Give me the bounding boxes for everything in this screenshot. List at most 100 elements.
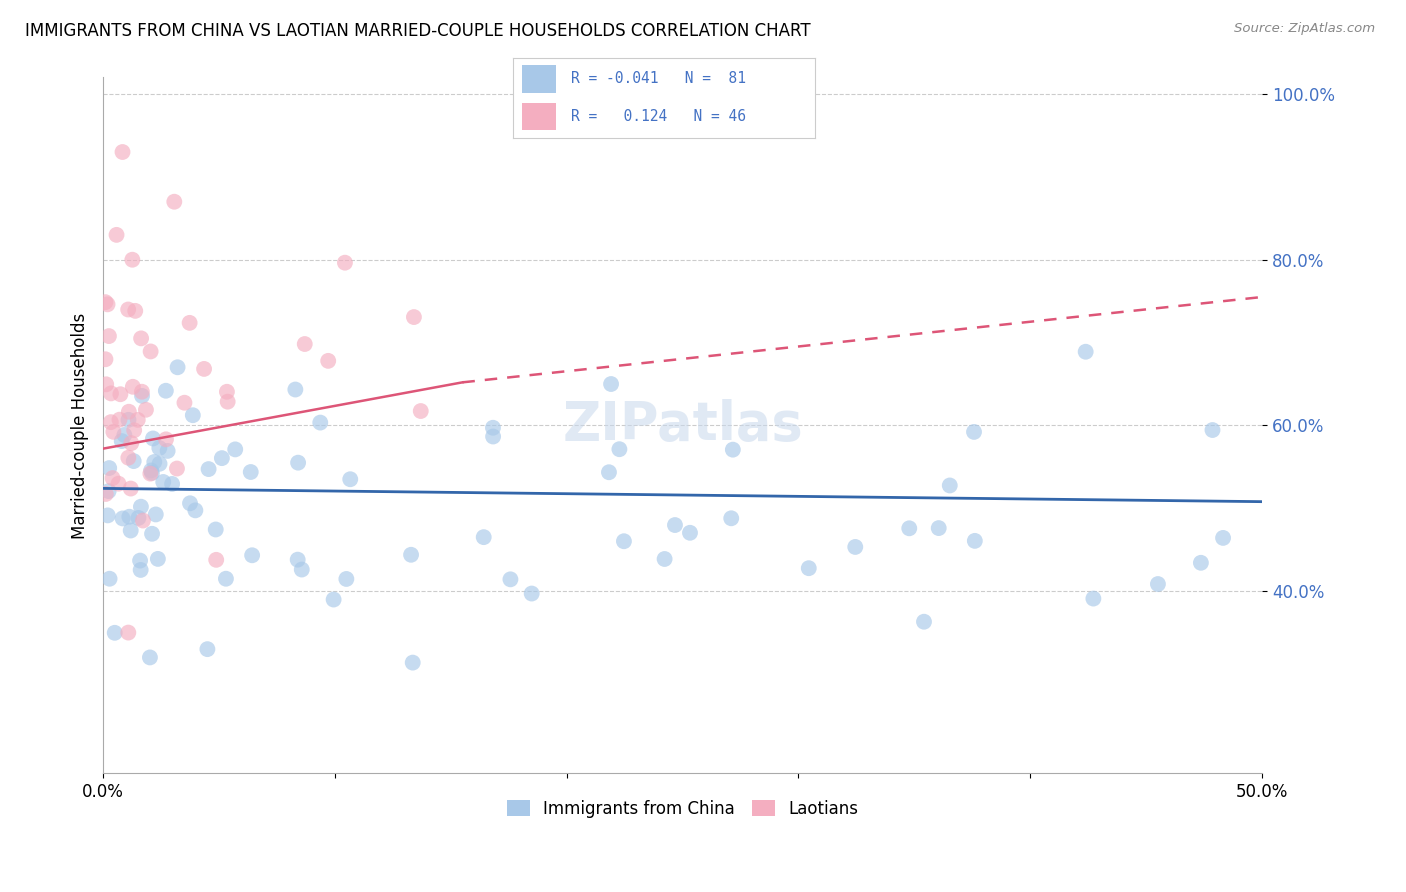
Point xyxy=(963,533,986,548)
Point xyxy=(499,572,522,586)
Point xyxy=(211,451,233,466)
Point xyxy=(94,295,117,310)
Point xyxy=(291,562,314,576)
Point xyxy=(120,524,142,538)
Point xyxy=(103,425,125,439)
Point xyxy=(139,650,162,665)
Point xyxy=(284,383,307,397)
Point xyxy=(97,329,120,343)
Point xyxy=(609,442,631,457)
Point xyxy=(339,472,361,486)
Point xyxy=(472,530,495,544)
Point xyxy=(129,563,152,577)
Point xyxy=(121,252,143,267)
Point xyxy=(120,436,142,450)
Point xyxy=(240,549,263,563)
Text: R = -0.041   N =  81: R = -0.041 N = 81 xyxy=(571,71,745,86)
Point xyxy=(166,461,188,475)
Point xyxy=(98,461,121,475)
Bar xyxy=(522,65,555,93)
Point xyxy=(1189,556,1212,570)
Point xyxy=(108,412,131,426)
Point xyxy=(1147,577,1170,591)
Point xyxy=(118,509,141,524)
Point xyxy=(287,456,309,470)
Point xyxy=(482,421,505,435)
Point xyxy=(1083,591,1105,606)
Point xyxy=(97,484,120,499)
Point xyxy=(98,572,121,586)
Point xyxy=(107,476,129,491)
Point xyxy=(122,454,145,468)
Point xyxy=(1212,531,1234,545)
Point xyxy=(156,443,179,458)
Point xyxy=(598,465,620,479)
Point xyxy=(184,503,207,517)
Point xyxy=(797,561,820,575)
Point xyxy=(215,384,238,399)
Point xyxy=(197,642,219,657)
Text: IMMIGRANTS FROM CHINA VS LAOTIAN MARRIED-COUPLE HOUSEHOLDS CORRELATION CHART: IMMIGRANTS FROM CHINA VS LAOTIAN MARRIED… xyxy=(25,22,811,40)
Point xyxy=(112,428,135,442)
Point xyxy=(129,500,152,514)
Point xyxy=(132,514,155,528)
Point xyxy=(720,511,742,525)
Point xyxy=(939,478,962,492)
Point xyxy=(205,553,228,567)
Point xyxy=(215,572,238,586)
Point xyxy=(142,432,165,446)
Point xyxy=(224,442,246,457)
Point xyxy=(520,586,543,600)
Point xyxy=(679,525,702,540)
Point xyxy=(96,377,118,392)
Point xyxy=(111,434,134,448)
Point xyxy=(181,408,204,422)
Point xyxy=(122,423,145,437)
Point xyxy=(104,625,127,640)
Point xyxy=(143,455,166,469)
Point xyxy=(148,441,170,455)
Point xyxy=(105,227,128,242)
Point xyxy=(100,415,122,429)
Point xyxy=(152,475,174,489)
Point xyxy=(898,521,921,535)
Point xyxy=(155,384,177,398)
Point xyxy=(94,352,117,367)
Point xyxy=(121,380,143,394)
Point xyxy=(179,316,201,330)
Point xyxy=(127,511,149,525)
Point xyxy=(482,429,505,443)
Point xyxy=(160,477,183,491)
Point xyxy=(600,377,623,392)
Point xyxy=(148,457,170,471)
Point xyxy=(129,331,152,345)
Point xyxy=(118,405,141,419)
Point xyxy=(94,487,117,501)
Point xyxy=(409,404,432,418)
Point xyxy=(173,395,195,409)
Point xyxy=(928,521,950,535)
Point xyxy=(963,425,986,439)
Point xyxy=(287,552,309,566)
Point xyxy=(179,496,201,510)
Point xyxy=(399,548,422,562)
Point xyxy=(124,304,146,318)
Point xyxy=(613,534,636,549)
Point xyxy=(654,552,676,566)
Point xyxy=(193,362,215,376)
Point xyxy=(316,354,339,368)
Point xyxy=(146,552,169,566)
Text: R =   0.124   N = 46: R = 0.124 N = 46 xyxy=(571,109,745,124)
Text: ZIPatlas: ZIPatlas xyxy=(562,400,803,451)
Text: Source: ZipAtlas.com: Source: ZipAtlas.com xyxy=(1234,22,1375,36)
Point xyxy=(141,526,163,541)
Point xyxy=(131,384,153,399)
Point xyxy=(111,511,134,525)
Point xyxy=(110,387,132,401)
Point xyxy=(844,540,866,554)
Point xyxy=(129,553,152,567)
Point xyxy=(294,337,316,351)
Point xyxy=(127,413,149,427)
Point xyxy=(166,360,188,375)
Point xyxy=(204,523,226,537)
